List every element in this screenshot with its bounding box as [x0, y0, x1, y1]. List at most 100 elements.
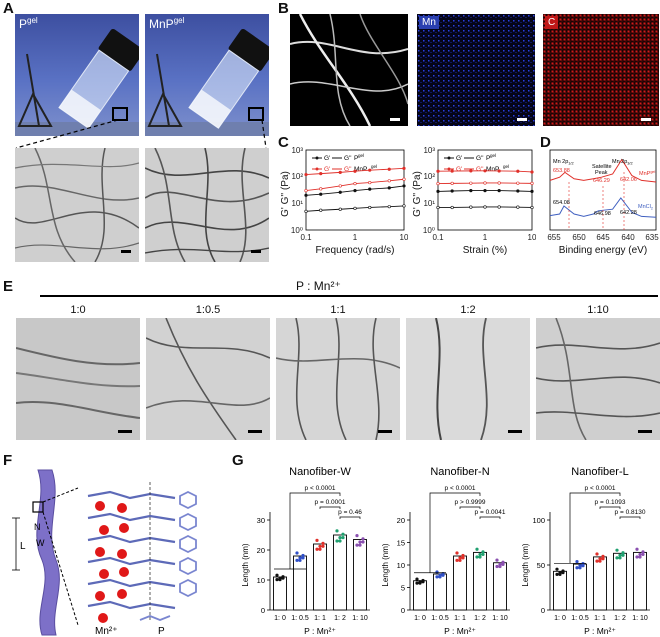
- y-tick-label: 0: [261, 606, 265, 615]
- legend-p-marker: [139, 615, 171, 621]
- data-point: [295, 551, 299, 555]
- legend-label: P: [354, 155, 358, 162]
- bar: [453, 555, 467, 611]
- data-point: [555, 572, 559, 576]
- bar: [633, 551, 647, 611]
- annotation-value: 646.29: [593, 178, 610, 184]
- y-tick: 10²: [291, 172, 303, 181]
- x-tick-label: 1: 10: [352, 615, 368, 622]
- fiber-texture: [15, 148, 139, 262]
- vial-label-pgel: Pgel: [19, 16, 38, 31]
- data-point: [338, 190, 342, 194]
- data-point: [402, 166, 406, 170]
- data-point: [441, 573, 445, 577]
- x-axis-title: P : Mn²⁺: [304, 626, 336, 636]
- x-tick-label: 1: 2: [614, 615, 626, 622]
- data-point: [530, 189, 534, 194]
- y-axis-title: G' G'' (Pa): [412, 171, 423, 217]
- data-point: [615, 556, 619, 560]
- data-point: [275, 573, 279, 577]
- series-line: [549, 197, 657, 218]
- data-point: [635, 547, 639, 551]
- data-point: [338, 170, 342, 174]
- legend-mn-label: Mn²⁺: [95, 626, 118, 637]
- x-tick: 0.1: [432, 233, 444, 242]
- data-point: [601, 557, 605, 561]
- data-point: [483, 169, 487, 173]
- bar: [493, 562, 507, 611]
- chart-title: Nanofiber-W: [289, 466, 351, 478]
- significance-bracket: [289, 492, 341, 569]
- x-tick-label: 1: 0.5: [291, 615, 309, 622]
- data-point: [450, 189, 454, 193]
- p-value-label: p < 0.0001: [585, 485, 616, 492]
- data-point: [338, 539, 342, 543]
- x-tick-label: 1: 0.5: [571, 615, 589, 622]
- data-point: [581, 564, 585, 568]
- data-point: [415, 581, 419, 585]
- data-point: [516, 169, 520, 173]
- x-tick: 10: [528, 233, 536, 242]
- label-l: L: [20, 541, 26, 552]
- ratio-label: 1:2: [460, 304, 476, 316]
- legend: G' G'' P gel G' G'' MnP gel: [444, 153, 509, 173]
- y-tick-label: 20: [257, 546, 265, 555]
- series-group: [436, 169, 534, 210]
- data-point: [319, 208, 323, 212]
- data-point: [436, 189, 440, 194]
- dot-texture: [417, 14, 535, 126]
- y-tick-label: 5: [401, 584, 405, 593]
- data-point: [415, 577, 419, 581]
- tem-image-mnpgel: [145, 148, 269, 262]
- data-point: [435, 570, 439, 574]
- x-axis-title: Frequency (rad/s): [316, 245, 395, 256]
- x-tick: 1: [353, 233, 358, 242]
- legend-label: MnP: [486, 166, 499, 173]
- x-axis-title: P : Mn²⁺: [444, 626, 476, 636]
- x-tick-label: 1: 10: [632, 615, 648, 622]
- data-point: [278, 578, 282, 582]
- data-point: [469, 205, 473, 209]
- ratio-label: 1:0.5: [195, 304, 221, 316]
- data-point: [321, 544, 325, 548]
- scale-bar: [248, 430, 262, 433]
- vial-photo-pgel: Pgel: [15, 14, 139, 136]
- data-point: [355, 534, 359, 538]
- series-group: [549, 158, 657, 218]
- legend-label: gel: [358, 153, 364, 158]
- x-tick-label: 1: 1: [454, 615, 466, 622]
- nanofiber-model-illustration: L N W Mn²⁺ P: [12, 469, 197, 637]
- data-point: [475, 547, 479, 551]
- scale-bar: [251, 250, 261, 253]
- data-point: [478, 555, 482, 559]
- data-point: [368, 187, 372, 191]
- bar: [413, 580, 427, 611]
- zoom-box: [32, 501, 44, 513]
- x-tick: 635: [645, 233, 659, 242]
- data-point: [475, 555, 479, 559]
- data-point: [638, 555, 642, 559]
- y-tick-label: 50: [537, 561, 545, 570]
- x-tick-label: 1: 0.5: [431, 615, 449, 622]
- data-point: [319, 172, 323, 176]
- data-point: [402, 204, 406, 208]
- data-point: [438, 575, 442, 579]
- data-point: [497, 181, 501, 185]
- xps-spectrum-plot: Mn 2p1/2 Mn 2p3/2 Satellite Peak 653.88 …: [547, 149, 659, 256]
- tem-image-ratio-1-0: [16, 318, 140, 440]
- data-point: [358, 540, 362, 544]
- chart-title: Nanofiber-N: [430, 466, 489, 478]
- y-tick-label: 15: [397, 539, 405, 548]
- data-point: [368, 205, 372, 210]
- x-tick: 645: [596, 233, 610, 242]
- data-point: [530, 181, 534, 185]
- bar: [613, 552, 627, 611]
- data-point: [641, 550, 645, 554]
- tem-image-ratio-1-0.5: [146, 318, 270, 440]
- y-tick: 10²: [423, 172, 435, 181]
- legend-label: G'': [476, 155, 484, 162]
- vial-illustration: [15, 28, 139, 136]
- data-point: [281, 576, 285, 580]
- y-tick-label: 10: [257, 576, 265, 585]
- series-label: MnPgel: [639, 170, 656, 177]
